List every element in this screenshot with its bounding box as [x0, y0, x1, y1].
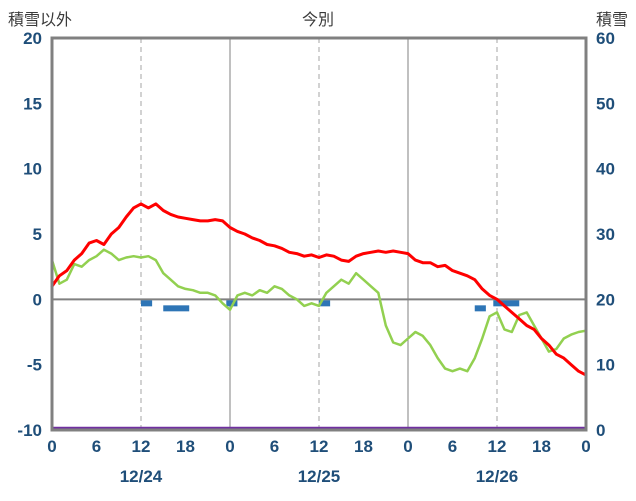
left-axis-title: 積雪以外: [8, 12, 73, 29]
left-axis-tick-label: 10: [23, 160, 42, 179]
right-axis-title: 積雪: [595, 12, 628, 29]
left-axis-tick-label: 15: [23, 94, 42, 113]
precipitation-bar: [474, 305, 486, 312]
right-axis-tick-label: 40: [596, 160, 615, 179]
precipitation-bar: [141, 300, 153, 307]
precipitation-bar: [226, 300, 238, 307]
right-axis-tick-label: 10: [596, 356, 615, 375]
hour-tick-label: 18: [532, 437, 551, 456]
hour-tick-label: 0: [581, 437, 590, 456]
hour-tick-label: 0: [403, 437, 412, 456]
hour-tick-label: 6: [92, 437, 101, 456]
hour-tick-label: 12: [488, 437, 507, 456]
hour-tick-label: 0: [47, 437, 56, 456]
right-axis-tick-label: 0: [596, 421, 605, 440]
hour-tick-label: 12: [132, 437, 151, 456]
precipitation-bar: [163, 305, 190, 312]
left-axis-tick-label: 5: [33, 225, 42, 244]
right-axis-tick-label: 60: [596, 29, 615, 48]
left-axis-tick-label: -10: [17, 421, 42, 440]
left-axis-tick-label: 20: [23, 29, 42, 48]
hour-tick-label: 6: [448, 437, 457, 456]
right-axis-tick-label: 20: [596, 290, 615, 309]
precipitation-bar: [319, 300, 331, 307]
left-axis-tick-label: -5: [27, 356, 42, 375]
hour-tick-label: 18: [176, 437, 195, 456]
left-axis-tick-label: 0: [33, 290, 42, 309]
day-label: 12/24: [120, 467, 163, 486]
right-axis-tick-label: 30: [596, 225, 615, 244]
chart-title: 今別: [301, 12, 334, 29]
right-axis-tick-label: 50: [596, 94, 615, 113]
secondary-green-line: [50, 248, 588, 373]
precipitation-bar: [493, 300, 520, 307]
day-label: 12/26: [476, 467, 519, 486]
day-label: 12/25: [298, 467, 341, 486]
hour-tick-label: 6: [270, 437, 279, 456]
temperature-red-line: [50, 202, 588, 377]
hour-tick-label: 12: [310, 437, 329, 456]
hour-tick-label: 0: [225, 437, 234, 456]
plot-border: [50, 36, 588, 432]
hour-tick-label: 18: [354, 437, 373, 456]
